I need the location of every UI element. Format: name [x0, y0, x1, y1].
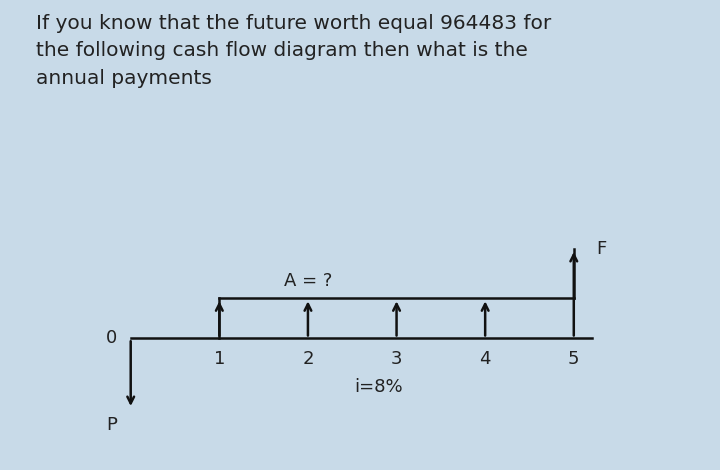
Text: i=8%: i=8%: [354, 378, 403, 396]
Text: F: F: [596, 240, 606, 258]
Text: If you know that the future worth equal 964483 for
the following cash flow diagr: If you know that the future worth equal …: [36, 14, 552, 87]
Text: 1: 1: [214, 350, 225, 368]
Text: 4: 4: [480, 350, 491, 368]
Text: 3: 3: [391, 350, 402, 368]
Text: 2: 2: [302, 350, 314, 368]
Text: 0: 0: [106, 329, 117, 347]
Text: P: P: [107, 416, 117, 434]
Text: 5: 5: [568, 350, 580, 368]
Text: A = ?: A = ?: [284, 272, 332, 290]
